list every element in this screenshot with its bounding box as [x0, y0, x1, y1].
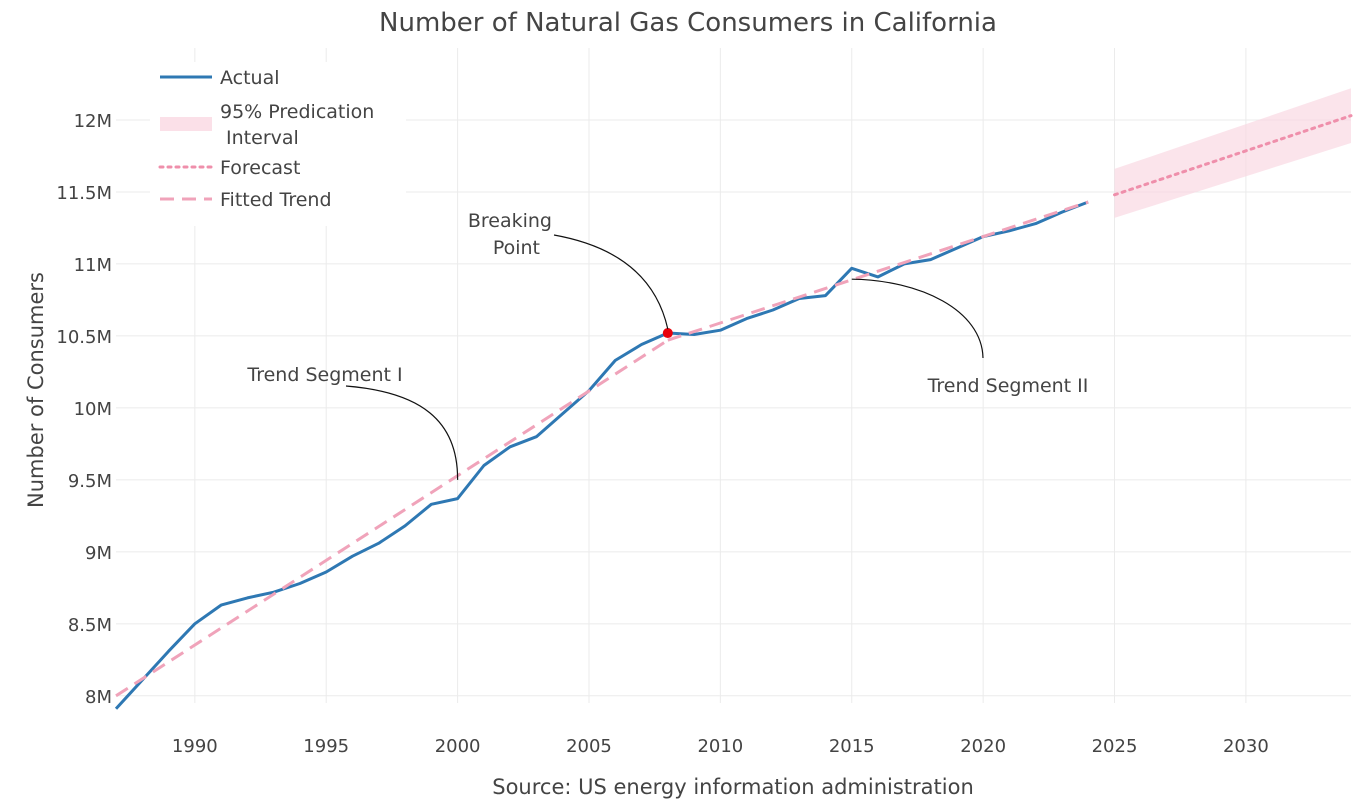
- legend-label-line: Fitted Trend: [220, 189, 332, 211]
- annotation-arrow: [553, 234, 669, 330]
- annotation-breaking-point-line: Breaking: [468, 210, 552, 232]
- x-tick-label: 2025: [1092, 736, 1138, 757]
- y-tick-label: 8.5M: [68, 615, 112, 636]
- prediction-interval-band-layer: [1114, 88, 1351, 218]
- legend-item-fitted-trend[interactable]: Fitted Trend: [160, 189, 332, 211]
- x-tick-label: 2000: [435, 736, 481, 757]
- series-lines: [114, 114, 1353, 710]
- x-tick-label: 2015: [829, 736, 875, 757]
- y-tick-label: 11M: [74, 255, 112, 276]
- x-tick-label: 2005: [566, 736, 612, 757]
- annotation-arrow: [851, 278, 984, 359]
- y-tick-label: 9.5M: [68, 471, 112, 492]
- annotation-trend-segment-1: Trend Segment I: [246, 364, 402, 386]
- x-tick-label: 2020: [960, 736, 1006, 757]
- legend-label-line: Forecast: [220, 157, 300, 179]
- legend-label-line: Actual: [220, 67, 280, 89]
- y-tick-label: 11.5M: [56, 183, 112, 204]
- legend-item-95-predication[interactable]: 95% Predication Interval: [160, 101, 374, 149]
- legend-label: Actual: [220, 67, 280, 89]
- legend[interactable]: Actual 95% Predication Interval Forecast Fi…: [150, 62, 406, 226]
- legend-label-line: 95% Predication: [220, 101, 374, 123]
- chart-title: Number of Natural Gas Consumers in Calif…: [379, 8, 997, 38]
- breaking-point-marker: [662, 328, 673, 339]
- fitted-trend-segment: [667, 200, 1089, 342]
- y-tick-label: 12M: [74, 111, 112, 132]
- breaking-point-layer: [662, 328, 673, 339]
- annotation-trend-segment-2: Trend Segment II: [927, 375, 1089, 397]
- y-tick-label: 10.5M: [56, 327, 112, 348]
- y-tick-label: 10M: [74, 399, 112, 420]
- annotations: Breaking Point Trend Segment I Trend Segmen…: [246, 210, 1088, 480]
- x-tick-label: 2030: [1223, 736, 1269, 757]
- grid: [116, 48, 1351, 703]
- y-axis-label: Number of Consumers: [24, 272, 48, 508]
- prediction-interval-band: [1114, 88, 1351, 218]
- legend-label: Forecast: [220, 157, 300, 179]
- annotation-arrow: [345, 385, 459, 480]
- y-tick-label: 9M: [85, 543, 112, 564]
- x-axis-label: Source: US energy information administra…: [492, 775, 974, 799]
- legend-label: 95% Predication Interval: [220, 101, 374, 149]
- forecast-line: [1113, 114, 1353, 197]
- annotation-breaking-point-line: Point: [493, 237, 540, 259]
- tick-labels: 1990 1995 2000 2005 2010 2015 2020 2025 2030 8M 8.…: [56, 111, 1268, 757]
- y-tick-label: 8M: [85, 687, 112, 708]
- annotation-breaking-point: Breaking Point: [468, 210, 552, 259]
- x-tick-label: 1990: [172, 736, 218, 757]
- legend-swatch: [160, 117, 212, 131]
- x-tick-label: 2010: [697, 736, 743, 757]
- legend-label: Fitted Trend: [220, 189, 332, 211]
- legend-item-forecast[interactable]: Forecast: [158, 157, 300, 179]
- x-tick-label: 1995: [303, 736, 349, 757]
- actual-line: [114, 200, 1089, 710]
- legend-label-line: Interval: [220, 127, 299, 149]
- legend-item-actual[interactable]: Actual: [160, 67, 280, 89]
